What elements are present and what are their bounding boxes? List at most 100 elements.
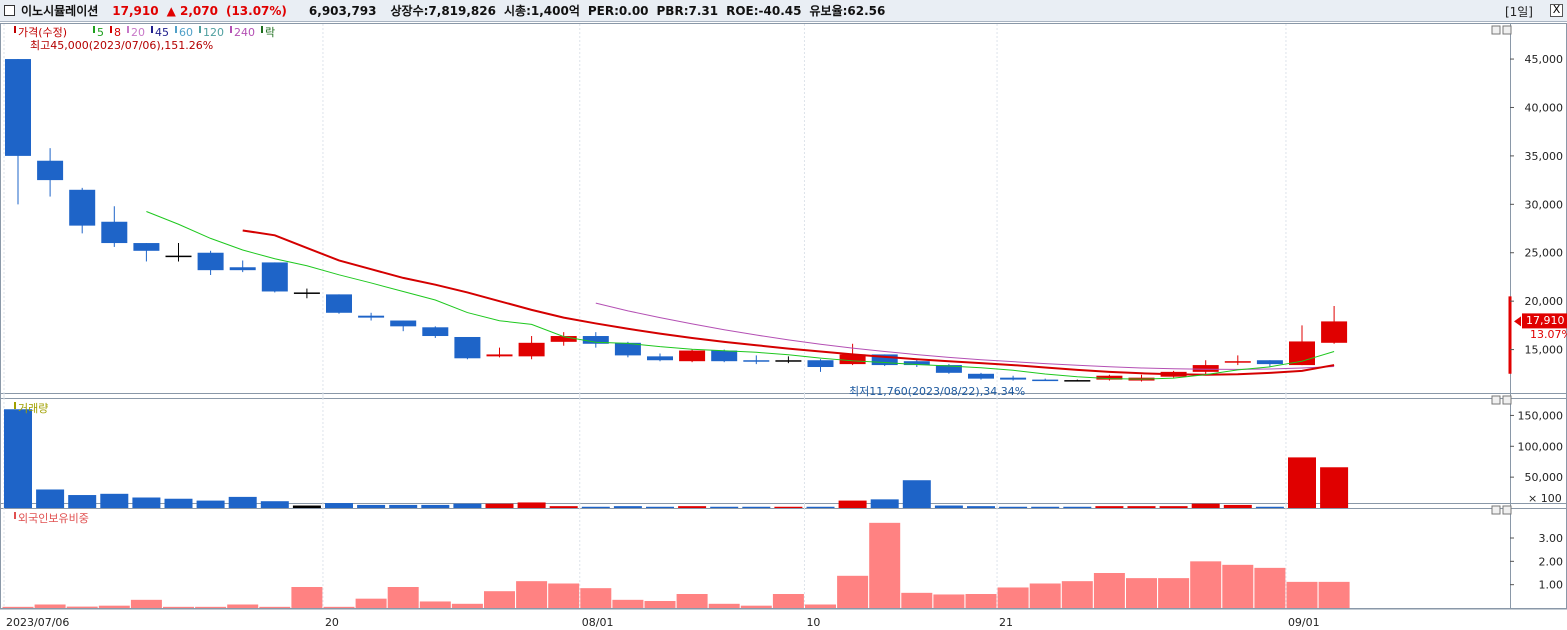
date-tick-label: 21 [999, 616, 1013, 629]
legend-ma45: 45 [155, 26, 169, 39]
candle-body [133, 243, 160, 251]
price-tick-label: 20,000 [1525, 295, 1564, 308]
foreign-tick-label: 2.00 [1539, 555, 1564, 568]
volume-unit: × 100 [1528, 492, 1562, 505]
volume-bar [164, 498, 193, 508]
price-tick-label: 40,000 [1525, 101, 1564, 114]
price-tick-label: 35,000 [1525, 150, 1564, 163]
date-tick-label: 08/01 [582, 616, 614, 629]
foreign-bar [869, 522, 901, 608]
candle-body [197, 252, 224, 271]
foreign-bar [516, 581, 548, 608]
legend-lock: 락 [265, 26, 275, 39]
volume-bar [1255, 506, 1284, 508]
legend-color-marker [230, 26, 232, 33]
price-tick-label: 30,000 [1525, 198, 1564, 211]
foreign-bar [34, 604, 66, 608]
foreign-bar [740, 605, 772, 608]
price-tick-label: 15,000 [1525, 344, 1564, 357]
candle-body [1224, 361, 1251, 363]
foreign-bar [323, 606, 355, 608]
pbr-value: PBR:7.31 [656, 3, 719, 18]
ma60-line [595, 302, 1335, 370]
volume-bar [1191, 503, 1220, 508]
foreign-bar [484, 591, 515, 608]
stock-chart[interactable]: 15,000 20,000 25,000 30,000 35,000 40,000 45,0… [0, 22, 1567, 630]
volume-bar [357, 504, 386, 508]
volume-bar [1031, 506, 1060, 508]
volume-bar [999, 506, 1028, 508]
foreign-bar [580, 588, 612, 608]
volume-tick-label: 50,000 [1525, 471, 1564, 484]
volume-bar [870, 499, 899, 508]
foreign-bar [227, 604, 259, 608]
low-annotation: 최저11,760(2023/08/22),34.34% [849, 385, 1025, 398]
candle-body [807, 360, 834, 368]
candle-body [679, 350, 706, 362]
candle-body [1064, 380, 1091, 382]
volume-bar [68, 495, 97, 508]
volume-bar [1127, 506, 1156, 508]
foreign-tick-label: 1.00 [1539, 579, 1564, 592]
volume-bar [838, 500, 867, 508]
candle-body [647, 356, 673, 361]
foreign-ownership-panel[interactable] [2, 522, 1350, 608]
foreign-bar [130, 599, 162, 608]
candle-body [743, 360, 770, 362]
foreign-bar [676, 594, 708, 608]
volume-bar [1063, 506, 1092, 508]
period-selector[interactable]: [1일] [1504, 5, 1533, 19]
foreign-bar [805, 604, 836, 608]
volume-bar [453, 503, 482, 508]
panel-minimize-icon [1491, 395, 1501, 405]
legend-price: 가격(수정) [18, 26, 67, 39]
volume-bar [485, 503, 514, 508]
price-panel[interactable] [5, 59, 1567, 382]
legend-ma120: 120 [203, 26, 224, 39]
legend-color-marker [127, 26, 129, 33]
candle-body [1192, 365, 1219, 372]
foreign-bar [2, 606, 34, 608]
chart-header: 이노시뮬레이션 17,910 ▲ 2,070 (13.07%) 6,903,79… [0, 0, 1567, 22]
select-checkbox[interactable] [4, 5, 15, 16]
foreign-bar [1318, 581, 1350, 608]
candle-body [550, 336, 577, 342]
volume-bar [228, 496, 257, 508]
foreign-bar [259, 606, 291, 608]
foreign-bar [291, 587, 323, 608]
volume-panel[interactable] [4, 409, 1349, 508]
price-tick-label: 45,000 [1525, 53, 1564, 66]
volume-tick-label: 150,000 [1518, 409, 1564, 422]
foreign-bar [66, 606, 98, 608]
close-button[interactable]: X [1550, 4, 1563, 17]
legend-color-marker [93, 26, 95, 33]
volume-bar [710, 506, 739, 508]
volume-title: 거래량 [18, 402, 48, 415]
candle-body [871, 354, 898, 366]
candle-body [518, 342, 545, 357]
volume-bar [902, 480, 931, 508]
legend-color-marker [14, 26, 16, 33]
foreign-bar [612, 599, 644, 608]
foreign-bar [837, 575, 869, 608]
high-annotation: 최고45,000(2023/07/06),151.26% [30, 39, 213, 52]
foreign-bar [708, 603, 740, 608]
foreign-bar [1190, 561, 1222, 608]
current-price: 17,910 [112, 3, 159, 18]
legend-color-marker [14, 512, 16, 519]
panel-maximize-icon [1502, 395, 1512, 405]
volume-bar [742, 506, 771, 508]
volume-bar [678, 506, 707, 508]
candle-body [326, 294, 352, 313]
candle-body [582, 336, 609, 344]
candle-body [293, 292, 320, 294]
stock-name[interactable]: 이노시뮬레이션 [21, 4, 99, 18]
legend-color-marker [261, 26, 263, 33]
foreign-bar [98, 605, 130, 608]
candle-body [1000, 377, 1027, 380]
legend-color-marker [175, 26, 177, 33]
trading-volume: 6,903,793 [308, 3, 377, 18]
foreign-bar [1254, 567, 1286, 608]
candle-body [486, 354, 513, 357]
roe-value: ROE:-40.45 [726, 3, 802, 18]
